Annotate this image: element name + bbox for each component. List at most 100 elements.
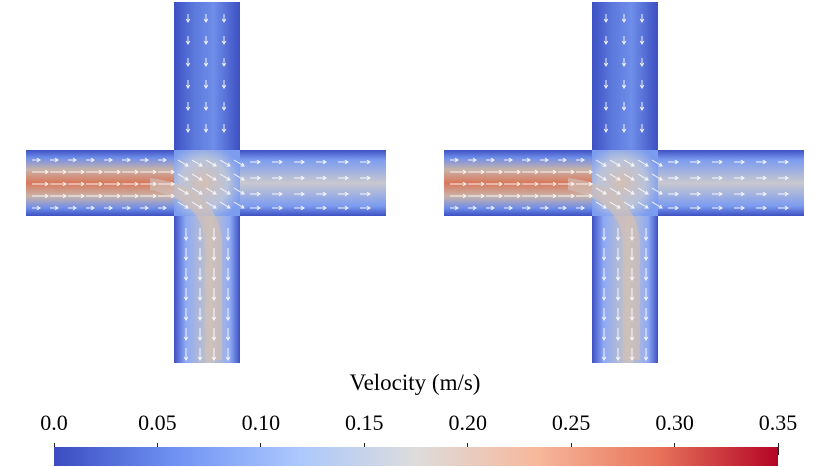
velocity-arrow bbox=[158, 157, 167, 163]
velocity-arrow bbox=[205, 159, 217, 167]
colorbar-tick-label: 0.30 bbox=[655, 410, 694, 435]
velocity-arrow bbox=[468, 205, 477, 211]
velocity-arrow bbox=[185, 14, 191, 23]
velocity-arrow bbox=[32, 205, 41, 211]
velocity-arrow bbox=[211, 248, 217, 261]
velocity-arrow bbox=[621, 58, 627, 67]
velocity-arrow bbox=[601, 268, 607, 281]
velocity-arrow bbox=[595, 159, 607, 167]
velocity-arrow bbox=[211, 348, 217, 361]
velocity-arrow bbox=[522, 205, 531, 211]
velocity-arrow bbox=[643, 328, 649, 341]
velocity-arrow bbox=[197, 308, 203, 321]
velocity-arrow bbox=[558, 169, 575, 175]
velocity-arrow bbox=[603, 80, 609, 89]
velocity-arrow bbox=[294, 205, 305, 211]
velocity-arrow bbox=[623, 173, 635, 181]
velocity-arrow bbox=[522, 181, 539, 187]
velocity-arrow bbox=[191, 201, 203, 209]
velocity-arrow bbox=[643, 248, 649, 261]
horizontal-channel-right bbox=[238, 150, 386, 216]
velocity-arrow bbox=[712, 175, 723, 181]
velocity-arrow bbox=[225, 248, 231, 261]
velocity-arrow bbox=[504, 181, 521, 187]
velocity-arrow bbox=[637, 201, 649, 209]
velocity-arrow bbox=[778, 191, 789, 197]
velocity-arrow bbox=[104, 181, 121, 187]
velocity-arrow bbox=[623, 159, 635, 167]
velocity-arrow bbox=[360, 191, 371, 197]
velocity-arrow bbox=[272, 175, 283, 181]
velocity-arrow bbox=[651, 201, 663, 209]
velocity-arrow bbox=[316, 159, 327, 165]
velocity-arrow bbox=[540, 157, 549, 163]
velocity-arrow bbox=[205, 173, 217, 181]
right-simulation bbox=[444, 2, 804, 363]
velocity-arrow bbox=[486, 157, 495, 163]
velocity-arrow bbox=[360, 159, 371, 165]
velocity-arrow bbox=[104, 193, 121, 199]
velocity-arrow bbox=[522, 157, 531, 163]
velocity-arrow bbox=[294, 175, 305, 181]
velocity-arrow bbox=[615, 328, 621, 341]
velocity-arrow bbox=[203, 102, 209, 111]
velocity-arrow bbox=[639, 14, 645, 23]
velocity-arrow bbox=[233, 173, 245, 181]
velocity-arrow bbox=[68, 169, 85, 175]
velocity-arrow bbox=[221, 58, 227, 67]
velocity-arrow bbox=[221, 102, 227, 111]
velocity-arrow bbox=[756, 175, 767, 181]
velocity-arrow bbox=[185, 58, 191, 67]
velocity-arrow bbox=[185, 80, 191, 89]
velocity-arrow bbox=[158, 205, 167, 211]
velocity-arrow bbox=[177, 201, 189, 209]
velocity-arrow bbox=[86, 169, 103, 175]
velocity-arrow bbox=[690, 175, 701, 181]
velocity-arrow bbox=[68, 193, 85, 199]
velocity-arrow bbox=[211, 308, 217, 321]
velocity-arrow bbox=[183, 348, 189, 361]
colorbar-tick-label: 0.20 bbox=[448, 410, 487, 435]
velocity-arrow bbox=[158, 169, 175, 175]
velocity-arrow bbox=[360, 175, 371, 181]
velocity-arrow bbox=[778, 205, 789, 211]
velocity-arrow bbox=[486, 181, 503, 187]
vertical-channel-top bbox=[592, 2, 658, 150]
velocity-arrow bbox=[225, 348, 231, 361]
velocity-arrow bbox=[504, 157, 513, 163]
velocity-arrow bbox=[183, 268, 189, 281]
velocity-arrow bbox=[294, 159, 305, 165]
velocity-arrow bbox=[338, 175, 349, 181]
velocity-arrow bbox=[50, 157, 59, 163]
velocity-arrow bbox=[629, 228, 635, 241]
velocity-arrow bbox=[601, 308, 607, 321]
velocity-arrow bbox=[601, 288, 607, 301]
velocity-arrow bbox=[177, 173, 189, 181]
velocity-arrow bbox=[558, 193, 575, 199]
velocity-arrow bbox=[668, 159, 679, 165]
velocity-arrow bbox=[504, 205, 513, 211]
velocity-arrow bbox=[450, 205, 459, 211]
colorbar-tick-label: 0.10 bbox=[241, 410, 281, 435]
velocity-arrow bbox=[629, 268, 635, 281]
velocity-arrow bbox=[540, 205, 549, 211]
velocity-arrow bbox=[734, 159, 745, 165]
velocity-arrow bbox=[197, 228, 203, 241]
velocity-arrow bbox=[250, 205, 261, 211]
velocity-arrow bbox=[734, 191, 745, 197]
velocity-arrow bbox=[668, 191, 679, 197]
velocity-arrow bbox=[615, 268, 621, 281]
velocity-arrow bbox=[68, 181, 85, 187]
velocity-arrow bbox=[233, 187, 245, 195]
velocity-arrow bbox=[250, 191, 261, 197]
velocity-arrow bbox=[576, 157, 585, 163]
velocity-arrow bbox=[486, 169, 503, 175]
velocity-arrow bbox=[639, 80, 645, 89]
velocity-arrow bbox=[651, 187, 663, 195]
velocity-arrow bbox=[637, 187, 649, 195]
velocity-arrow bbox=[225, 308, 231, 321]
velocity-arrow bbox=[140, 205, 149, 211]
velocity-arrow bbox=[621, 14, 627, 23]
velocity-arrow bbox=[629, 288, 635, 301]
